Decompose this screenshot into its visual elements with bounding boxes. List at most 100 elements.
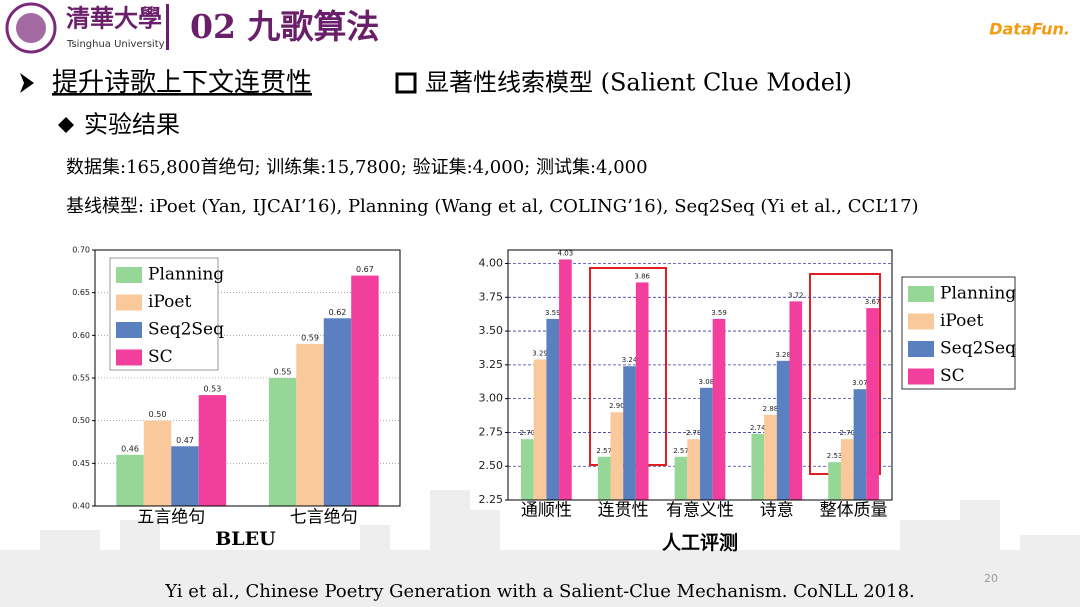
value-label: 0.59: [301, 333, 319, 342]
logo-seal: [5, 2, 57, 54]
value-label: 3.72: [788, 291, 804, 299]
sub-bullet: 实验结果: [84, 111, 180, 139]
bar: [559, 259, 572, 500]
box-bullet: [395, 72, 417, 94]
legend-swatch: [116, 349, 142, 366]
x-tick-label: 有意义性: [666, 501, 734, 521]
bar: [610, 412, 624, 500]
brand: DataFun.: [989, 20, 1070, 39]
value-label: 2.57: [596, 447, 612, 455]
bar: [597, 456, 611, 500]
plot-frame: [94, 249, 401, 507]
bar: [776, 360, 790, 500]
value-label: 3.86: [634, 272, 650, 280]
bar: [143, 420, 172, 506]
legend-swatch: [908, 368, 934, 385]
value-label: 0.55: [274, 368, 292, 377]
value-label: 3.07: [852, 379, 868, 387]
legend-label: Planning: [148, 265, 224, 285]
bar: [828, 462, 841, 500]
value-label: 2.70: [839, 429, 855, 437]
value-label: 2.53: [827, 452, 843, 460]
bar: [198, 395, 227, 506]
bar: [268, 378, 297, 506]
bar: [712, 318, 726, 500]
value-label: 2.70: [686, 429, 702, 437]
bar: [674, 456, 688, 500]
bar: [296, 343, 324, 506]
x-tick-label: 诗意: [760, 501, 794, 521]
bar: [866, 308, 879, 500]
value-label: 3.29: [532, 349, 548, 357]
value-label: 2.74: [750, 424, 766, 432]
legend-swatch: [116, 294, 142, 311]
y-tick-label: 0.40: [72, 502, 90, 511]
bar: [751, 433, 765, 500]
bar: [521, 439, 534, 500]
value-label: 3.08: [699, 378, 715, 386]
bar: [764, 414, 777, 500]
legend-label: iPoet: [148, 292, 191, 312]
section-title: 02 九歌算法: [190, 7, 379, 46]
bar: [623, 366, 636, 500]
y-tick-label: 3.00: [479, 392, 504, 405]
value-label: 0.62: [329, 308, 347, 317]
logo-seal-inner: [16, 13, 46, 43]
citation: Yi et al., Chinese Poetry Generation wit…: [164, 581, 915, 602]
legend-label: SC: [148, 347, 173, 367]
model: 显著性线索模型 (Salient Clue Model): [425, 69, 852, 97]
bullet: 提升诗歌上下文连贯性: [52, 68, 312, 98]
x-tick-label: 连贯性: [598, 501, 649, 521]
legend-label: iPoet: [940, 311, 983, 331]
y-tick-label: 0.50: [72, 416, 90, 425]
y-tick-label: 3.50: [479, 324, 504, 337]
logo-en: Tsinghua University: [66, 39, 165, 50]
header: [0, 0, 1080, 57]
y-tick-label: 0.65: [72, 288, 90, 297]
bar: [789, 301, 803, 500]
baselines: 基线模型: iPoet (Yan, IJCAI’16), Planning (W…: [66, 196, 919, 217]
legend-label: Planning: [940, 284, 1016, 304]
value-label: 3.59: [711, 309, 727, 317]
value-label: 2.88: [763, 405, 779, 413]
legend-swatch: [908, 341, 934, 357]
plot-frame: [507, 249, 893, 501]
x-tick-label: 整体质量: [820, 501, 888, 521]
value-label: 0.46: [121, 444, 139, 453]
x-axis-title: BLEU: [215, 528, 276, 550]
diamond-bullet: [58, 117, 74, 133]
value-label: 0.53: [204, 385, 222, 394]
value-label: 0.50: [149, 410, 167, 419]
value-label: 0.67: [356, 265, 374, 274]
y-tick-label: 0.45: [72, 459, 90, 468]
bar: [171, 446, 199, 506]
bar: [840, 439, 854, 500]
bar: [323, 318, 352, 506]
bar: [700, 387, 713, 500]
dataset: 数据集:165,800首绝句; 训练集:15,7800; 验证集:4,000; …: [66, 157, 648, 178]
value-label: 2.90: [609, 402, 625, 410]
legend-label: Seq2Seq: [940, 339, 1016, 359]
y-tick-label: 2.75: [479, 425, 504, 438]
legend-swatch: [908, 286, 934, 302]
bar: [635, 282, 649, 500]
x-tick-label: 七言绝句: [290, 508, 358, 528]
y-tick-label: 3.25: [479, 358, 504, 371]
y-tick-label: 0.70: [72, 246, 90, 255]
header-divider: [166, 4, 169, 50]
value-label: 3.24: [622, 356, 638, 364]
legend-swatch: [116, 267, 142, 283]
bar: [853, 389, 867, 500]
page-number: 20: [984, 572, 998, 585]
y-tick-label: 3.75: [479, 290, 504, 303]
value-label: 3.28: [775, 351, 791, 359]
legend-label: SC: [940, 366, 965, 386]
legend-label: Seq2Seq: [148, 320, 224, 340]
legend-swatch: [908, 313, 934, 330]
y-tick-label: 4.00: [479, 257, 504, 270]
logo-cn: 清華大學: [66, 4, 162, 33]
bar: [546, 318, 560, 500]
arrow-bullet: [20, 73, 34, 93]
x-axis-title: 人工评测: [662, 532, 738, 554]
